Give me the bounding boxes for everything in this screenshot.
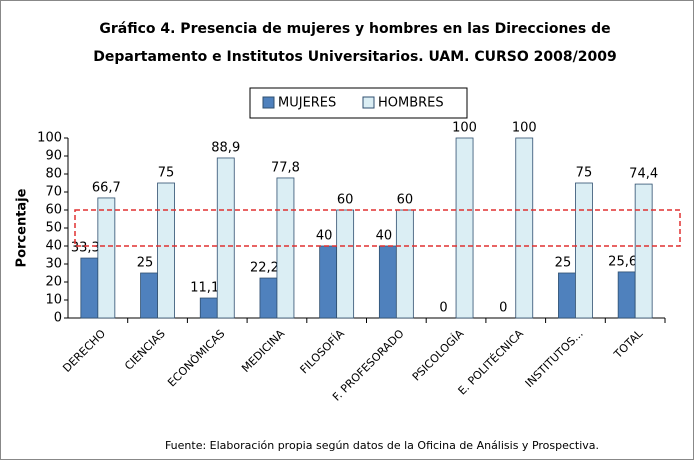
y-tick-label: 20 — [45, 275, 62, 290]
y-axis-label: Porcentaje — [15, 188, 30, 267]
data-label: 0 — [439, 301, 447, 316]
data-label: 11,1 — [190, 281, 219, 296]
data-label: 33,3 — [71, 241, 100, 256]
legend-label: HOMBRES — [378, 96, 444, 111]
data-label: 75 — [576, 166, 593, 181]
data-label: 25 — [137, 256, 154, 271]
bar — [378, 245, 397, 319]
data-label: 75 — [158, 166, 175, 181]
highlight-band — [74, 209, 681, 247]
y-tick-label: 50 — [45, 221, 62, 236]
data-label: 66,7 — [92, 180, 121, 195]
bar — [276, 177, 295, 319]
data-label: 40 — [376, 229, 393, 244]
bar — [634, 183, 653, 319]
chart-title: Gráfico 4. Presencia de mujeres y hombre… — [99, 21, 610, 37]
y-tick-label: 100 — [37, 131, 62, 146]
data-label: 0 — [499, 301, 507, 316]
legend-swatch — [262, 96, 275, 109]
data-label: 100 — [512, 121, 537, 136]
data-label: 100 — [452, 121, 477, 136]
bar — [617, 271, 636, 319]
bar — [216, 157, 235, 319]
bar — [336, 209, 355, 319]
bar — [80, 257, 99, 319]
data-label: 60 — [397, 193, 414, 208]
y-tick-label: 80 — [45, 167, 62, 182]
bar — [157, 182, 175, 319]
bar — [97, 197, 116, 319]
data-label: 77,8 — [271, 160, 300, 175]
data-label: 60 — [337, 193, 354, 208]
source: Fuente: Elaboración propia según datos d… — [165, 439, 599, 452]
data-label: 74,4 — [629, 167, 658, 182]
bar — [199, 297, 218, 319]
bar — [259, 277, 278, 319]
data-label: 25 — [555, 256, 572, 271]
y-tick-label: 70 — [45, 185, 62, 200]
legend-swatch — [362, 96, 375, 109]
y-tick-label: 10 — [45, 293, 62, 308]
data-label: 22,2 — [250, 261, 279, 276]
y-tick-label: 90 — [45, 149, 62, 164]
bar — [558, 272, 576, 319]
y-tick-label: 40 — [45, 239, 62, 254]
bar — [515, 137, 534, 319]
y-tick-label: 0 — [54, 311, 62, 326]
bar — [395, 209, 414, 319]
bar — [575, 182, 593, 319]
y-tick-label: 60 — [45, 203, 62, 218]
bar — [319, 245, 338, 319]
legend-box — [249, 87, 468, 119]
data-label: 40 — [316, 229, 333, 244]
legend-label: MUJERES — [278, 96, 336, 111]
data-label: 25,6 — [608, 254, 637, 269]
chart-subtitle: Departamento e Institutos Universitarios… — [93, 49, 616, 65]
bar — [140, 272, 158, 319]
bar — [455, 137, 474, 319]
data-label: 88,9 — [211, 140, 240, 155]
y-tick-label: 30 — [45, 257, 62, 272]
